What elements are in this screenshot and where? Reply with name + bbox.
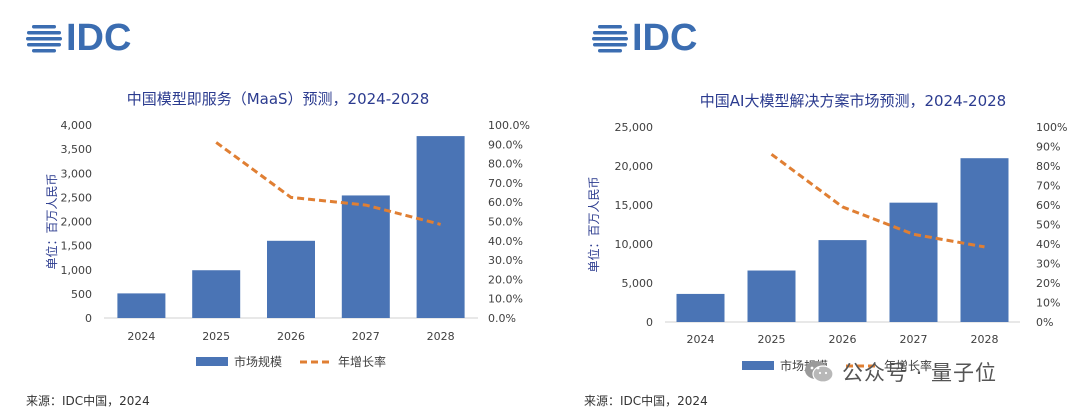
ai-solution-forecast-chart: 中国AI大模型解决方案市场预测，2024-2028 单位：百万人民币 25,000 2… bbox=[586, 92, 1067, 373]
legend-bar-swatch bbox=[742, 361, 774, 370]
logo-text: IDC bbox=[66, 17, 132, 59]
y-axis-label: 单位：百万人民币 bbox=[44, 173, 59, 269]
bar-2026 bbox=[818, 240, 867, 322]
y-tick-label: 20,000 bbox=[615, 160, 654, 173]
growth-rate-line bbox=[770, 153, 985, 249]
growth-rate-line bbox=[215, 141, 441, 226]
watermark: 公众号 · 量子位 bbox=[804, 356, 997, 388]
x-tick-label: 2026 bbox=[829, 333, 857, 346]
y2-tick-label: 80.0% bbox=[488, 158, 523, 171]
idc-logo: IDC bbox=[26, 18, 131, 58]
y-tick-label: 2,500 bbox=[61, 191, 93, 204]
y2-tick-label: 0% bbox=[1036, 316, 1053, 329]
y2-tick-label: 40% bbox=[1036, 238, 1060, 251]
bar-2027 bbox=[341, 195, 390, 318]
bar-2024 bbox=[676, 293, 725, 322]
y-tick-label: 25,000 bbox=[615, 121, 654, 134]
y2-tick-label: 60.0% bbox=[488, 196, 523, 209]
legend-bar-label: 市场规模 bbox=[234, 354, 282, 369]
y-tick-label: 0 bbox=[646, 316, 653, 329]
x-tick-label: 2024 bbox=[127, 330, 155, 343]
y2-tick-label: 90% bbox=[1036, 141, 1060, 154]
y-tick-label: 3,500 bbox=[61, 143, 93, 156]
y-tick-label: 4,000 bbox=[61, 119, 93, 132]
y2-tick-label: 40.0% bbox=[488, 235, 523, 248]
bar-2028 bbox=[960, 158, 1009, 322]
legend-line-label: 年增长率 bbox=[338, 354, 386, 369]
source-note: 来源：IDC中国，2024 bbox=[26, 394, 150, 408]
y-tick-label: 10,000 bbox=[615, 238, 654, 251]
idc-logo: IDC bbox=[592, 18, 697, 58]
y2-tick-label: 20.0% bbox=[488, 273, 523, 286]
watermark-text: 公众号 · 量子位 bbox=[842, 361, 998, 385]
y2-tick-label: 50.0% bbox=[488, 216, 523, 229]
y-tick-label: 3,000 bbox=[61, 167, 93, 180]
x-tick-label: 2028 bbox=[971, 333, 999, 346]
chart-panel-ai-solutions: IDC 中国AI大模型解决方案市场预测，2024-2028 单位：百万人民币 25,… bbox=[540, 0, 1080, 415]
y2-tick-label: 80% bbox=[1036, 160, 1060, 173]
y2-tick-label: 50% bbox=[1036, 219, 1060, 232]
y-tick-label: 1,000 bbox=[61, 264, 93, 277]
legend-bar-swatch bbox=[196, 357, 228, 366]
idc-globe-icon bbox=[26, 25, 62, 53]
legend-line-label: 年增长率 bbox=[884, 358, 932, 373]
x-tick-label: 2027 bbox=[900, 333, 928, 346]
x-tick-label: 2024 bbox=[687, 333, 715, 346]
y2-tick-label: 70.0% bbox=[488, 177, 523, 190]
y2-tick-label: 30.0% bbox=[488, 254, 523, 267]
idc-globe-icon bbox=[592, 25, 628, 53]
y-axis-label: 单位：百万人民币 bbox=[586, 176, 601, 272]
y2-tick-label: 10.0% bbox=[488, 293, 523, 306]
bar-2025 bbox=[747, 270, 796, 322]
y-tick-label: 500 bbox=[71, 288, 92, 301]
y2-tick-label: 90.0% bbox=[488, 138, 523, 151]
chart-title: 中国模型即服务（MaaS）预测，2024-2028 bbox=[127, 90, 430, 108]
y2-tick-label: 0.0% bbox=[488, 312, 516, 325]
y-tick-label: 5,000 bbox=[622, 277, 654, 290]
y2-tick-label: 100.0% bbox=[488, 119, 530, 132]
bar-2024 bbox=[117, 293, 166, 318]
x-tick-label: 2026 bbox=[277, 330, 305, 343]
bar-2025 bbox=[192, 270, 241, 318]
bar-2028 bbox=[416, 136, 465, 318]
y2-tick-label: 20% bbox=[1036, 277, 1060, 290]
chart-title: 中国AI大模型解决方案市场预测，2024-2028 bbox=[700, 92, 1006, 110]
chart-panel-maas: IDC 中国模型即服务（MaaS）预测，2024-2028 单位：百万人民币 4,0… bbox=[26, 18, 530, 408]
y2-tick-label: 70% bbox=[1036, 180, 1060, 193]
y-tick-label: 1,500 bbox=[61, 240, 93, 253]
y2-tick-label: 60% bbox=[1036, 199, 1060, 212]
y-tick-label: 15,000 bbox=[615, 199, 654, 212]
x-tick-label: 2025 bbox=[202, 330, 230, 343]
bar-2027 bbox=[889, 202, 938, 322]
x-tick-label: 2025 bbox=[758, 333, 786, 346]
x-tick-label: 2028 bbox=[427, 330, 455, 343]
y2-tick-label: 100% bbox=[1036, 121, 1067, 134]
source-note: 来源：IDC中国，2024 bbox=[584, 394, 708, 408]
maas-forecast-chart: 中国模型即服务（MaaS）预测，2024-2028 单位：百万人民币 4,000 3,… bbox=[44, 90, 530, 369]
y2-tick-label: 30% bbox=[1036, 258, 1060, 271]
y-tick-label: 0 bbox=[85, 312, 92, 325]
logo-text: IDC bbox=[632, 17, 698, 59]
y-tick-label: 2,000 bbox=[61, 216, 93, 229]
y2-tick-label: 10% bbox=[1036, 297, 1060, 310]
x-tick-label: 2027 bbox=[352, 330, 380, 343]
bar-2026 bbox=[267, 240, 315, 318]
wechat-icon bbox=[805, 361, 834, 383]
